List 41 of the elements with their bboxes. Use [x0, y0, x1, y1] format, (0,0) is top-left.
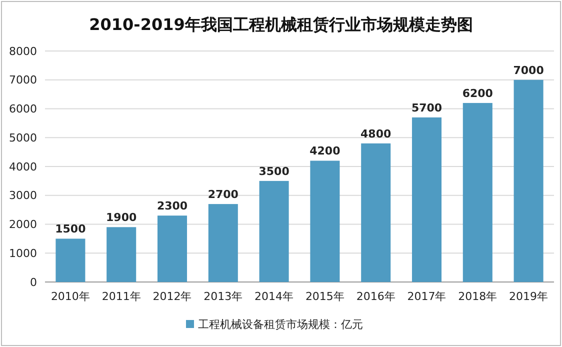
bar	[462, 102, 492, 282]
y-tick-label: 7000	[9, 74, 37, 87]
data-label: 4200	[310, 144, 341, 158]
legend-label: 工程机械设备租赁市场规模：亿元	[198, 318, 363, 331]
bar	[412, 117, 442, 282]
data-label: 4800	[360, 127, 392, 140]
x-tick-label: 2014年	[254, 290, 294, 303]
data-label: 1900	[106, 211, 137, 224]
data-label: 1500	[55, 222, 86, 236]
bar	[106, 227, 136, 282]
bar	[157, 216, 188, 282]
y-tick-label: 3000	[9, 189, 37, 202]
data-label: 7000	[513, 64, 544, 77]
data-label: 6200	[462, 86, 494, 100]
y-tick-label: 6000	[9, 102, 37, 116]
y-tick-label: 1000	[9, 246, 37, 260]
bar	[208, 204, 238, 282]
data-label: 2300	[156, 200, 188, 213]
bar	[259, 180, 289, 282]
bar	[56, 238, 86, 282]
data-label: 3500	[258, 164, 290, 178]
y-tick-label: 4000	[9, 160, 37, 174]
x-tick-label: 2015年	[305, 290, 344, 303]
x-tick-label: 2018年	[458, 290, 498, 303]
bar	[514, 80, 544, 282]
y-tick-label: 0	[30, 276, 37, 289]
bar	[361, 143, 391, 282]
bar	[310, 160, 340, 282]
y-tick-label: 8000	[9, 44, 37, 58]
x-tick-label: 2011年	[102, 290, 141, 303]
data-label: 5700	[411, 101, 442, 114]
x-tick-label: 2019年	[509, 290, 548, 303]
chart-title: 2010-2019年我国工程机械租赁行业市场规模走势图	[89, 15, 473, 34]
y-tick-label: 5000	[9, 131, 37, 144]
x-tick-label: 2012年	[152, 290, 192, 303]
data-label: 2700	[208, 188, 239, 202]
x-tick-label: 2017年	[407, 290, 446, 303]
x-tick-label: 2013年	[204, 290, 243, 303]
x-tick-label: 2016年	[356, 290, 396, 303]
y-tick-label: 2000	[9, 218, 37, 232]
x-tick-label: 2010年	[50, 290, 90, 303]
